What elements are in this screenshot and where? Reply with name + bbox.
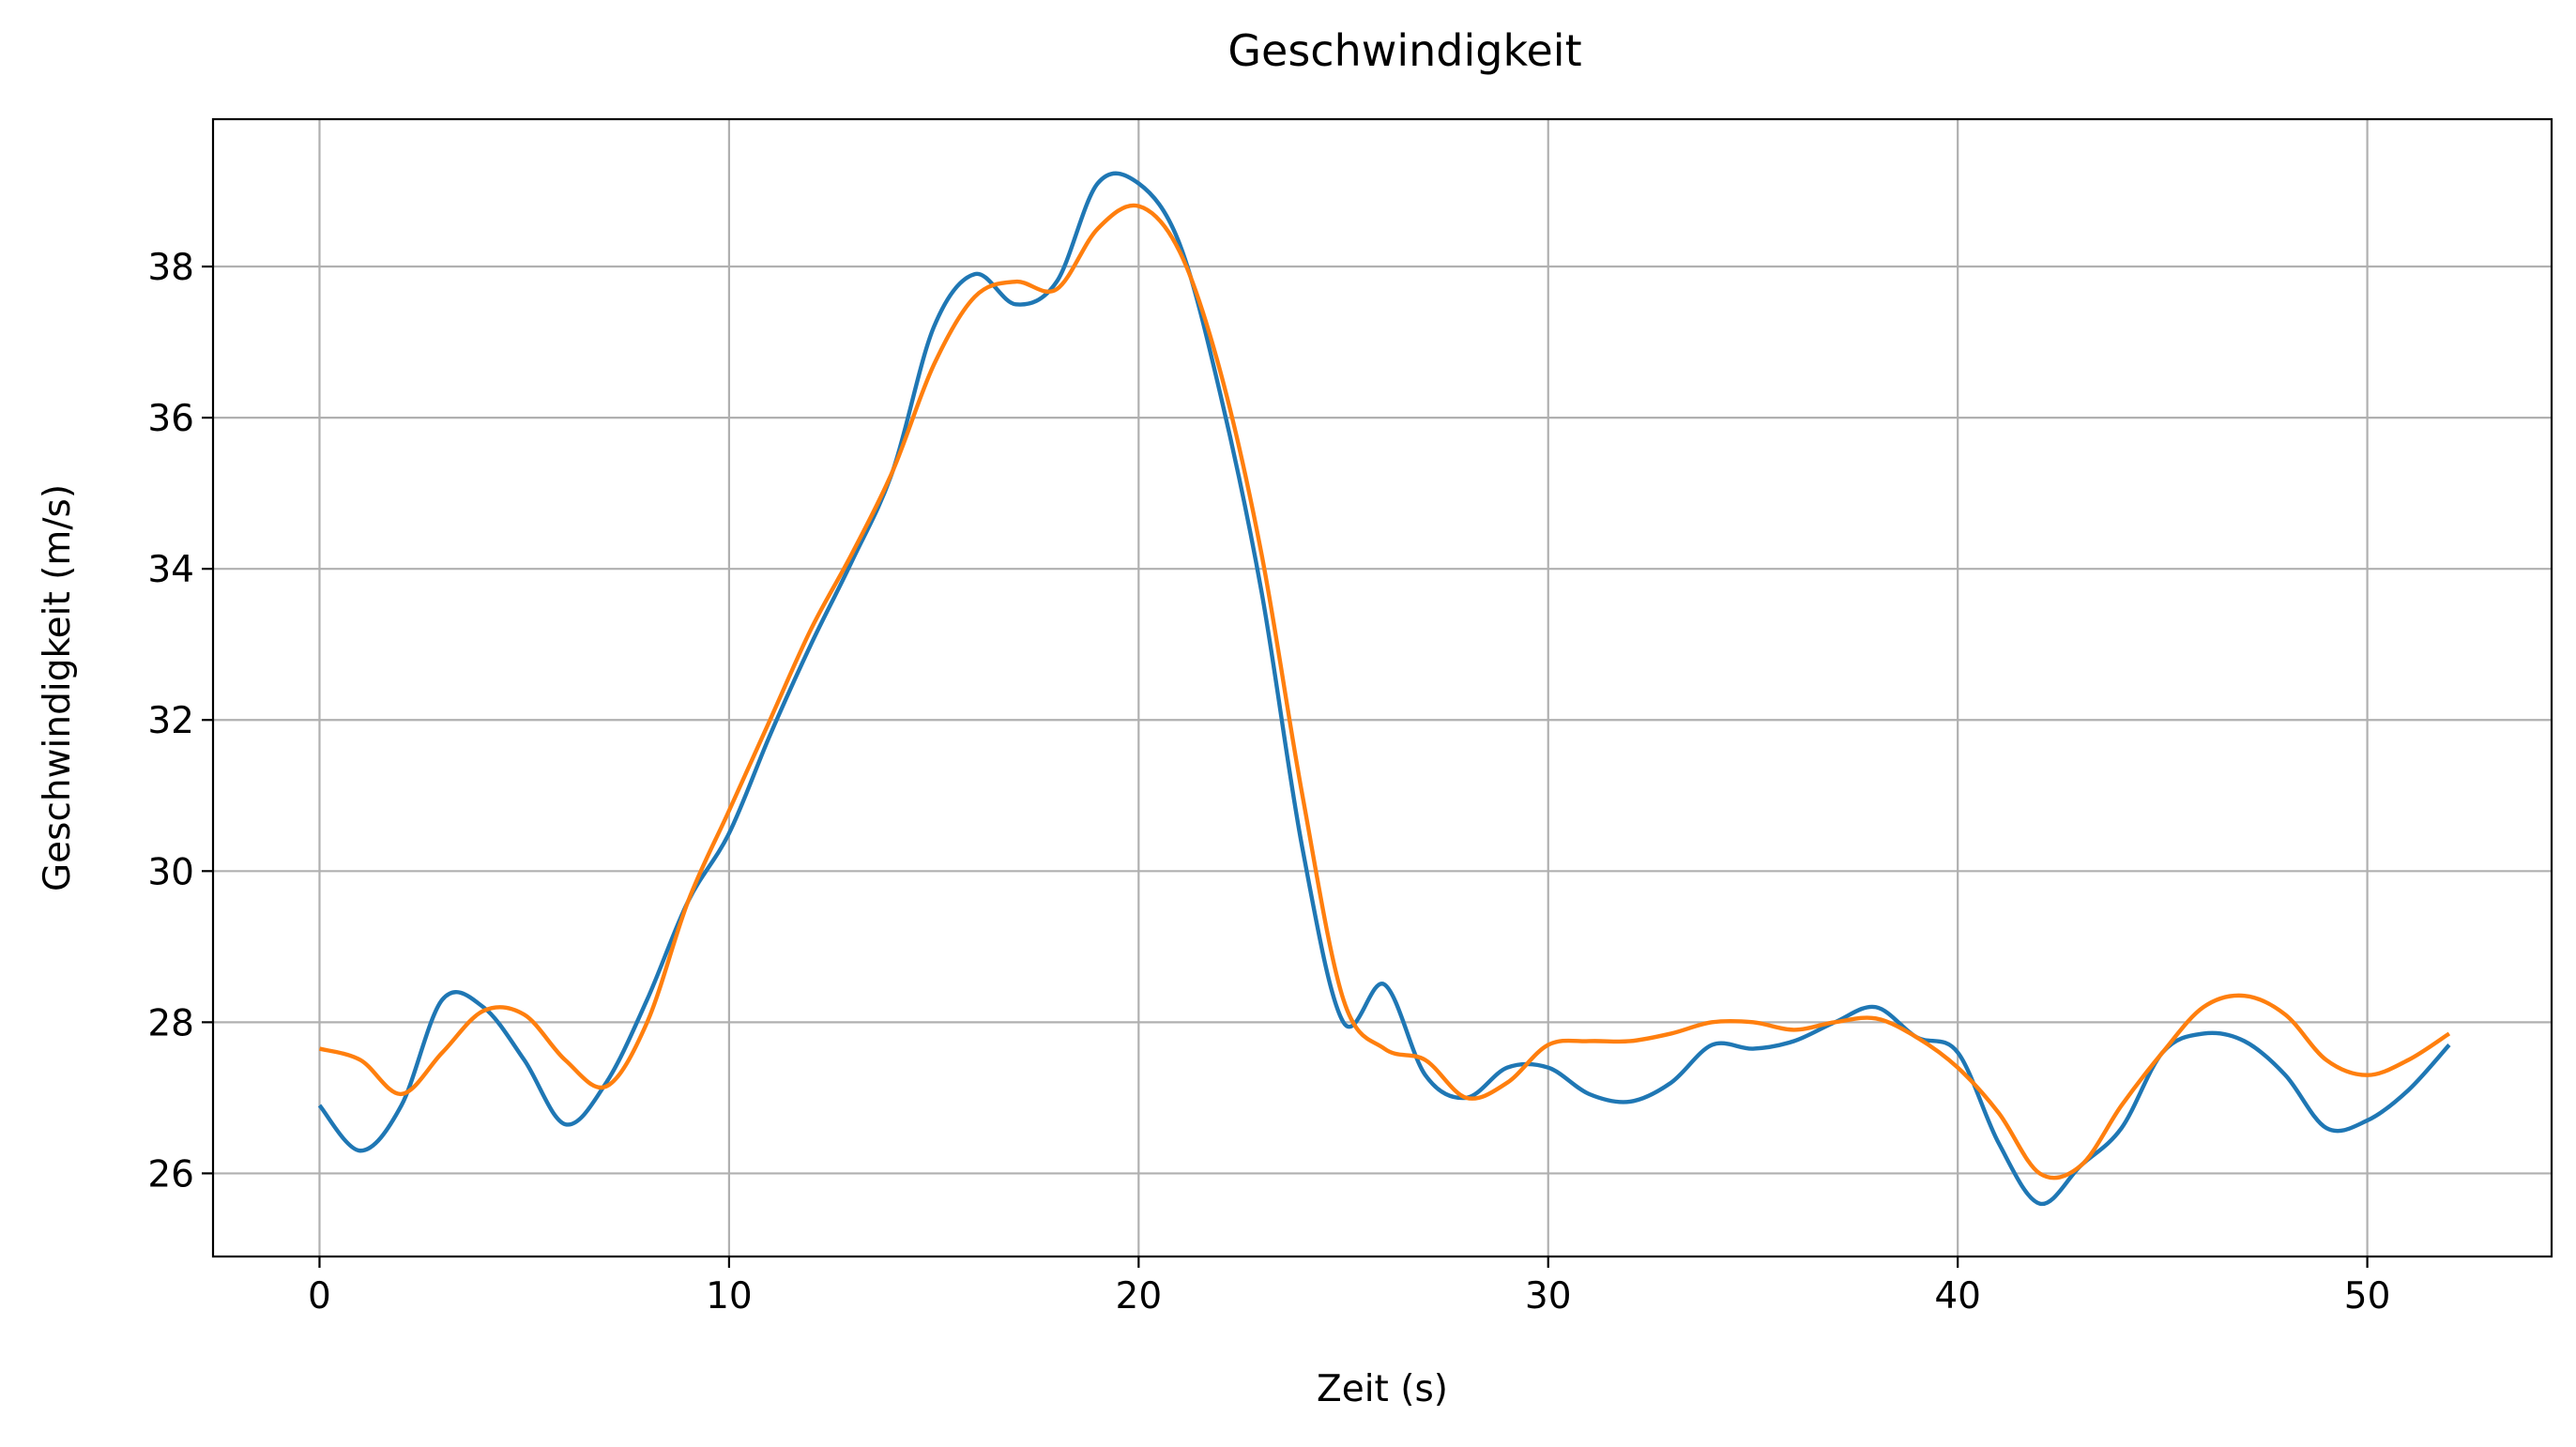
x-tick-label: 20	[1116, 1275, 1163, 1318]
x-tick-label: 0	[308, 1275, 331, 1318]
chart-title: Geschwindigkeit	[1227, 25, 1581, 76]
y-axis-label: Geschwindigkeit (m/s)	[37, 484, 79, 891]
y-tick-label: 28	[147, 1002, 194, 1044]
line-series	[317, 171, 2451, 1206]
y-tick-label: 26	[147, 1153, 194, 1196]
x-tick-label: 10	[706, 1275, 753, 1318]
y-tick-label: 38	[147, 247, 194, 289]
x-axis-label: Zeit (s)	[1317, 1368, 1448, 1410]
y-tick-label: 36	[147, 398, 194, 440]
x-tick-label: 50	[2344, 1275, 2391, 1318]
y-tick-label: 32	[147, 700, 194, 742]
line-series	[318, 203, 2451, 1180]
x-tick-label: 40	[1934, 1275, 1981, 1318]
y-tick-label: 34	[147, 549, 194, 591]
x-tick-label: 30	[1525, 1275, 1572, 1318]
y-tick-label: 30	[147, 851, 194, 893]
plot-frame	[211, 117, 2553, 1258]
